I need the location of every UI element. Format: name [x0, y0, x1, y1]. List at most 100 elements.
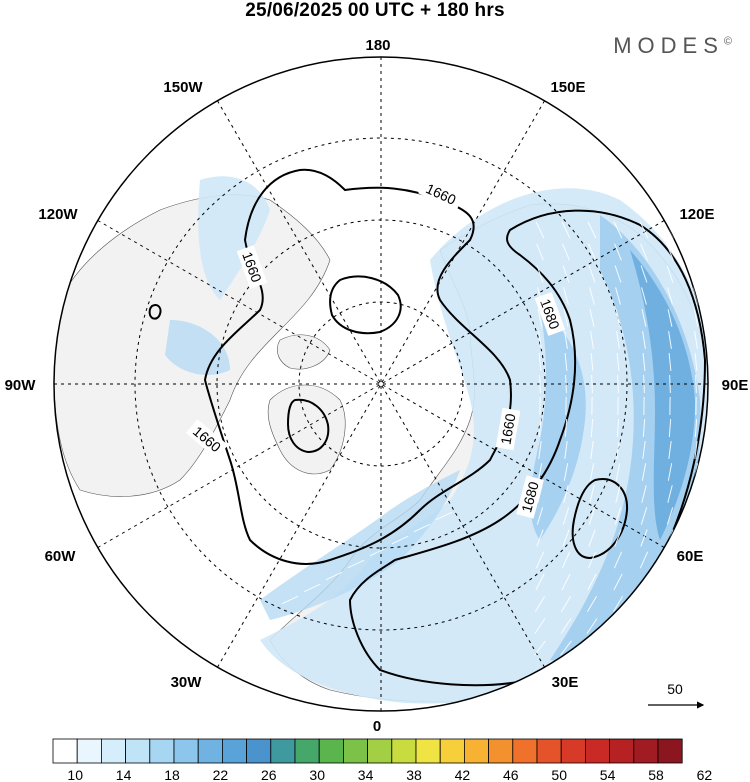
wind-arrow: [563, 309, 569, 327]
wind-arrow: [639, 551, 649, 569]
wind-arrow: [690, 595, 702, 613]
colorbar-swatch: [463, 738, 489, 764]
wind-arrow: [413, 523, 431, 533]
wind-arrow: [614, 243, 622, 261]
wind-arrow: [587, 551, 597, 569]
colorbar-swatch: [439, 738, 465, 764]
wind-arrow: [641, 287, 647, 305]
contour-label: 1660: [497, 412, 518, 446]
wind-arrow: [537, 309, 543, 327]
lon-label-150e: 150E: [550, 79, 585, 96]
wind-arrow: [641, 463, 647, 481]
wind-arrow: [640, 243, 648, 261]
wind-arrow: [694, 441, 698, 459]
wind-arrow: [613, 221, 623, 239]
wind-arrow: [534, 595, 546, 613]
wind-arrow: [588, 507, 596, 525]
wind-arrow: [616, 331, 620, 349]
wind-arrow: [643, 374, 645, 394]
wind-arrow: [534, 640, 546, 656]
colorbar-swatch: [101, 738, 127, 764]
colorbar-tick-label: 38: [406, 767, 422, 782]
wind-arrow: [562, 243, 570, 261]
wind-arrow: [536, 529, 544, 547]
wind-arrow: [638, 618, 650, 634]
reference-vector-label: 50: [667, 681, 683, 697]
wind-arrow: [691, 573, 701, 591]
lon-label-30e: 30E: [552, 674, 579, 691]
wind-arrow: [668, 352, 672, 372]
wind-arrow: [538, 331, 542, 349]
wind-arrow: [617, 374, 619, 394]
wind-arrow: [537, 485, 543, 503]
land-arctic-islands: [277, 334, 331, 370]
wind-arrow: [587, 573, 597, 591]
wind-arrow: [668, 418, 672, 438]
wind-arrow: [690, 640, 702, 656]
wind-arrow: [666, 265, 674, 283]
colorbar-tick-label: 18: [164, 767, 180, 782]
contour-closed-low-greenland: [286, 398, 330, 454]
wind-arrow: [588, 265, 596, 283]
wind-arrow: [669, 374, 671, 394]
wind-arrow: [612, 618, 624, 634]
wind-arrow: [586, 618, 598, 634]
lon-label-120e: 120E: [679, 206, 714, 223]
wind-arrow: [694, 418, 698, 438]
wind-arrow: [538, 418, 542, 438]
wind-arrow: [614, 265, 622, 283]
wind-arrow: [667, 485, 673, 503]
wind-arrow: [563, 287, 569, 305]
wind-arrow: [561, 221, 571, 239]
colorbar: 10141822263034384246505458626670: [52, 738, 712, 782]
colorbar-tick-label: 46: [503, 767, 519, 782]
colorbar-swatch: [560, 738, 586, 764]
wind-arrow: [612, 640, 624, 656]
wind-arrow: [560, 595, 572, 613]
wind-arrow: [587, 221, 597, 239]
colorbar-swatch: [367, 738, 393, 764]
wind-arrow: [692, 529, 700, 547]
wind-arrow: [692, 507, 700, 525]
wind-arrow: [639, 221, 649, 239]
colorbar-swatch: [76, 738, 102, 764]
wind-arrow: [612, 595, 624, 613]
wind-arrow: [564, 352, 568, 372]
colorbar-swatch: [246, 738, 272, 764]
wind-arrow: [664, 595, 676, 613]
wind-arrow: [590, 331, 594, 349]
wind-arrow: [590, 441, 594, 459]
wind-arrow: [664, 618, 676, 634]
wind-arrow: [589, 287, 595, 305]
jet-band-nw: [165, 320, 230, 375]
lon-label-60w: 60W: [45, 548, 77, 565]
wind-arrow: [562, 265, 570, 283]
contour-label: 1680: [518, 480, 542, 514]
wind-arrow: [694, 352, 698, 372]
colorbar-swatch: [52, 738, 78, 764]
wind-arrow: [564, 331, 568, 349]
wind-arrow: [664, 640, 676, 656]
brand-mark: ©: [723, 35, 732, 48]
wind-arrow: [538, 352, 542, 372]
colorbar-boxes: [52, 738, 683, 764]
latitude-circle-60: [134, 137, 628, 631]
colorbar-tick-label: 22: [213, 767, 229, 782]
wind-arrow: [561, 573, 571, 591]
contour-1680-east: [348, 209, 707, 687]
wind-arrow: [589, 463, 595, 481]
wind-arrow: [538, 441, 542, 459]
wind-arrow: [665, 551, 675, 569]
wind-arrow: [535, 573, 545, 591]
lon-label-30w: 30W: [171, 674, 203, 691]
wind-arrow: [614, 529, 622, 547]
wind-arrow: [535, 551, 545, 569]
wind-arrow: [613, 551, 623, 569]
wind-arrow: [613, 573, 623, 591]
lon-label-90e: 90E: [722, 377, 749, 394]
wind-arrow: [668, 331, 672, 349]
colorbar-swatch: [342, 738, 368, 764]
wind-arrow: [563, 463, 569, 481]
lon-label-180: 180: [365, 37, 390, 54]
